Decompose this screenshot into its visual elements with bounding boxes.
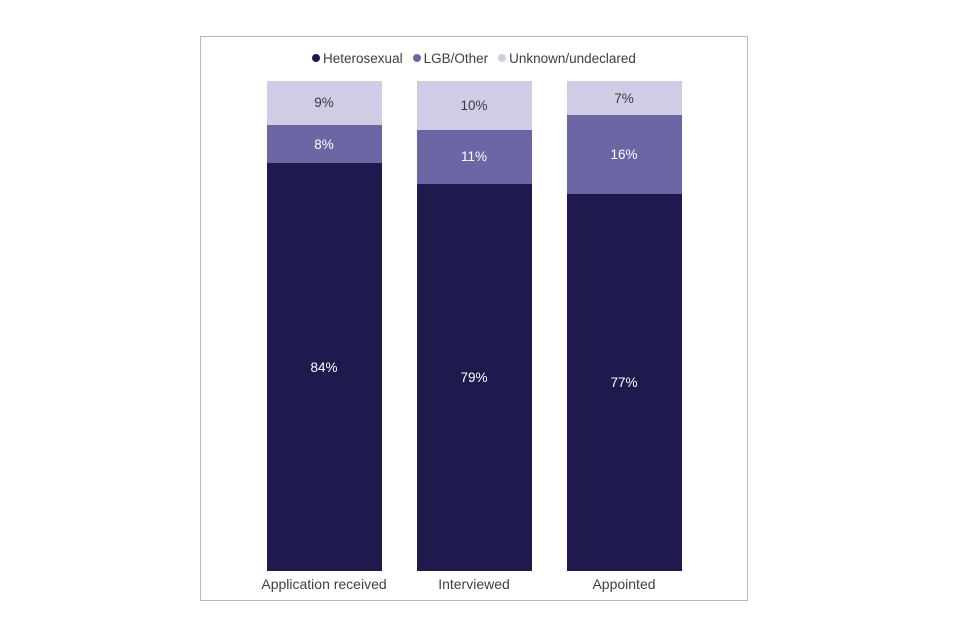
- legend-label-heterosexual: Heterosexual: [323, 50, 403, 66]
- stacked-bar-appointed: 7% 16% 77%: [566, 81, 682, 571]
- bar-segment-lgb-other: 11%: [416, 130, 532, 184]
- segment-value-label: 84%: [310, 359, 338, 375]
- category-label-appointed: Appointed: [592, 576, 656, 592]
- segment-value-label: 11%: [460, 149, 488, 165]
- bar-segment-heterosexual: 79%: [416, 183, 532, 571]
- category-label-application-received: Application received: [261, 576, 387, 592]
- bar-segment-heterosexual: 77%: [566, 193, 682, 571]
- legend-item-heterosexual: Heterosexual: [312, 51, 403, 66]
- bar-column-appointed: 7% 16% 77% Appointed: [566, 81, 682, 592]
- segment-value-label: 7%: [614, 90, 634, 106]
- stacked-bar-interviewed: 10% 11% 79%: [416, 81, 532, 571]
- segment-value-label: 16%: [610, 146, 638, 162]
- category-label-interviewed: Interviewed: [438, 576, 510, 592]
- bar-segment-unknown-undeclared: 10%: [416, 81, 532, 130]
- legend-dot-heterosexual-icon: [312, 54, 321, 62]
- bar-segment-heterosexual: 84%: [266, 163, 382, 571]
- bar-segment-lgb-other: 16%: [566, 115, 682, 194]
- bar-segment-unknown-undeclared: 7%: [566, 81, 682, 116]
- bar-segment-lgb-other: 8%: [266, 124, 382, 164]
- stacked-bar-chart: Heterosexual LGB/Other Unknown/undeclare…: [200, 36, 748, 601]
- segment-value-label: 77%: [610, 374, 638, 390]
- segment-value-label: 8%: [314, 136, 334, 152]
- bar-column-interviewed: 10% 11% 79% Interviewed: [416, 81, 532, 592]
- legend-label-lgb-other: LGB/Other: [423, 50, 489, 66]
- chart-legend: Heterosexual LGB/Other Unknown/undeclare…: [312, 48, 636, 68]
- segment-value-label: 10%: [460, 98, 488, 113]
- bar-segment-unknown-undeclared: 9%: [266, 81, 382, 125]
- legend-label-unknown-undeclared: Unknown/undeclared: [509, 50, 636, 66]
- legend-dot-lgb-other-icon: [412, 54, 421, 62]
- legend-item-unknown-undeclared: Unknown/undeclared: [498, 51, 636, 66]
- segment-value-label: 9%: [314, 95, 334, 111]
- bar-column-application-received: 9% 8% 84% Application received: [261, 81, 387, 592]
- legend-item-lgb-other: LGB/Other: [412, 50, 489, 66]
- stacked-bar-application-received: 9% 8% 84%: [266, 81, 382, 571]
- legend-dot-unknown-undeclared-icon: [498, 54, 507, 62]
- segment-value-label: 79%: [460, 369, 488, 385]
- plot-area: 9% 8% 84% Application received 10%: [261, 81, 682, 592]
